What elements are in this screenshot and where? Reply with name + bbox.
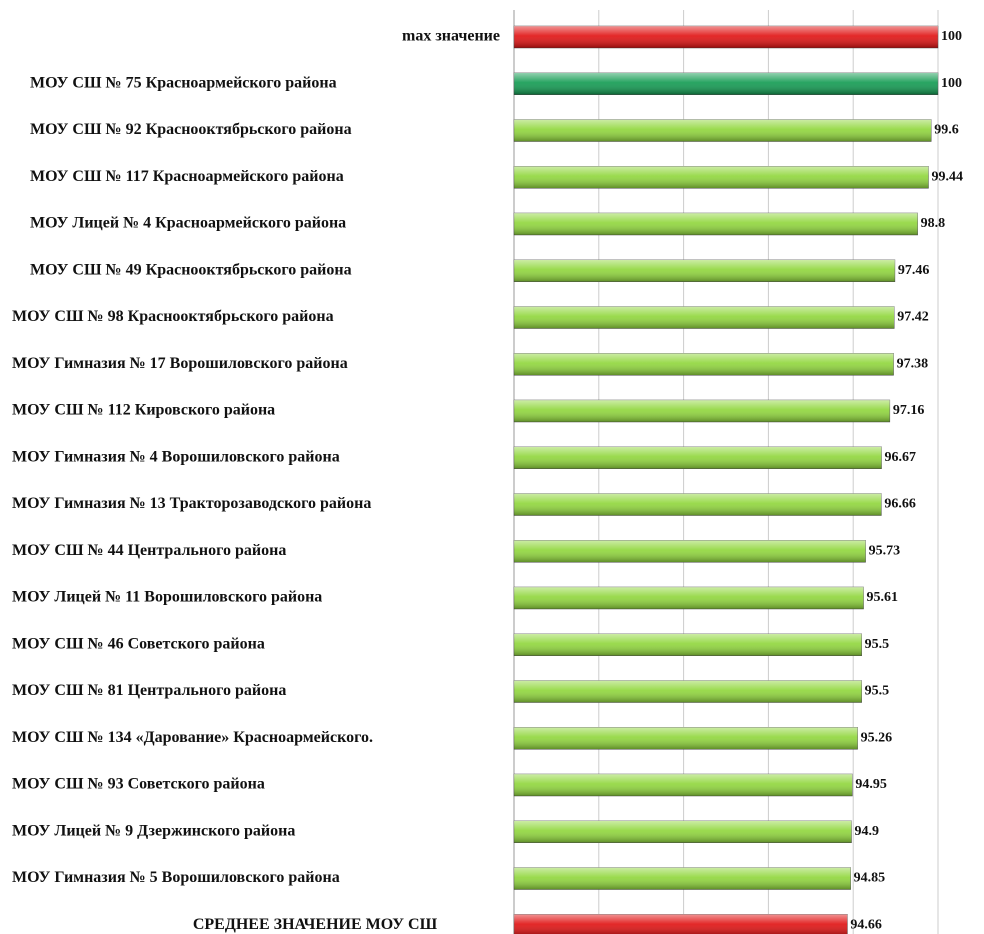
category-label: СРЕДНЕЕ ЗНАЧЕНИЕ МОУ СШ [193, 916, 438, 933]
category-label: МОУ Лицей № 11 Ворошиловского района [12, 589, 322, 606]
bar-shine [514, 493, 882, 516]
bar-shine [514, 867, 851, 890]
category-label: МОУ СШ № 49 Краснооктябрьского района [30, 261, 352, 278]
value-label: 98.8 [921, 216, 946, 231]
value-label: 94.9 [855, 824, 880, 839]
value-label: 99.6 [934, 123, 959, 138]
category-label: МОУ Гимназия № 13 Тракторозаводского рай… [12, 495, 371, 512]
value-label: 100 [941, 76, 962, 91]
category-label: МОУ СШ № 81 Центрального района [12, 682, 286, 699]
bar-shine [514, 446, 882, 469]
bar-shine [514, 72, 938, 95]
bar-shine [514, 306, 895, 329]
category-label: МОУ Лицей № 9 Дзержинского района [12, 822, 295, 839]
bar-shine [514, 820, 852, 843]
bar-shine [514, 213, 918, 235]
bar-shine [514, 26, 938, 48]
bar-shine [514, 587, 864, 609]
category-label: МОУ СШ № 112 Кировского района [12, 402, 275, 419]
category-label: max значение [402, 28, 500, 45]
bar-shine [514, 119, 932, 142]
category-label: МОУ СШ № 75 Красноармейского района [30, 74, 337, 91]
category-label: МОУ Гимназия № 5 Ворошиловского района [12, 869, 340, 886]
value-label: 97.38 [897, 356, 929, 371]
category-label: МОУ СШ № 93 Советского района [12, 776, 265, 793]
value-label: 97.16 [893, 403, 925, 418]
category-label: МОУ СШ № 98 Краснооктябрьского района [12, 308, 334, 325]
bar-shine [514, 540, 866, 563]
value-label: 95.5 [865, 637, 890, 652]
bar-shine [514, 259, 895, 282]
category-label: МОУ СШ № 44 Центрального района [12, 542, 286, 559]
value-label: 99.44 [932, 169, 964, 184]
value-label: 95.26 [861, 730, 893, 745]
value-label: 97.46 [898, 263, 930, 278]
value-label: 94.85 [854, 871, 886, 886]
category-label: МОУ СШ № 117 Красноармейского района [30, 168, 344, 185]
value-label: 94.95 [855, 777, 887, 792]
value-label: 96.67 [885, 450, 917, 465]
bar-shine [514, 914, 848, 934]
bar-shine [514, 680, 862, 703]
bar-shine [514, 774, 853, 796]
value-label: 97.42 [897, 310, 929, 325]
bar-shine [514, 727, 858, 750]
category-label: МОУ Гимназия № 4 Ворошиловского района [12, 448, 340, 465]
category-label: МОУ Гимназия № 17 Ворошиловского района [12, 355, 348, 372]
category-label: МОУ СШ № 46 Советского района [12, 635, 265, 652]
bar-shine [514, 400, 890, 422]
bar-shine [514, 633, 862, 656]
value-label: 100 [941, 29, 962, 44]
value-label: 95.73 [869, 543, 901, 558]
value-label: 96.66 [884, 497, 916, 512]
bar-shine [514, 353, 894, 376]
value-label: 95.5 [865, 684, 890, 699]
category-label: МОУ СШ № 92 Краснооктябрьского района [30, 121, 352, 138]
category-label: МОУ СШ № 134 «Дарование» Красноармейског… [12, 729, 373, 746]
value-label: 95.61 [867, 590, 899, 605]
value-label: 94.66 [850, 917, 882, 932]
category-label: МОУ Лицей № 4 Красноармейского района [30, 215, 346, 232]
bar-shine [514, 166, 929, 189]
